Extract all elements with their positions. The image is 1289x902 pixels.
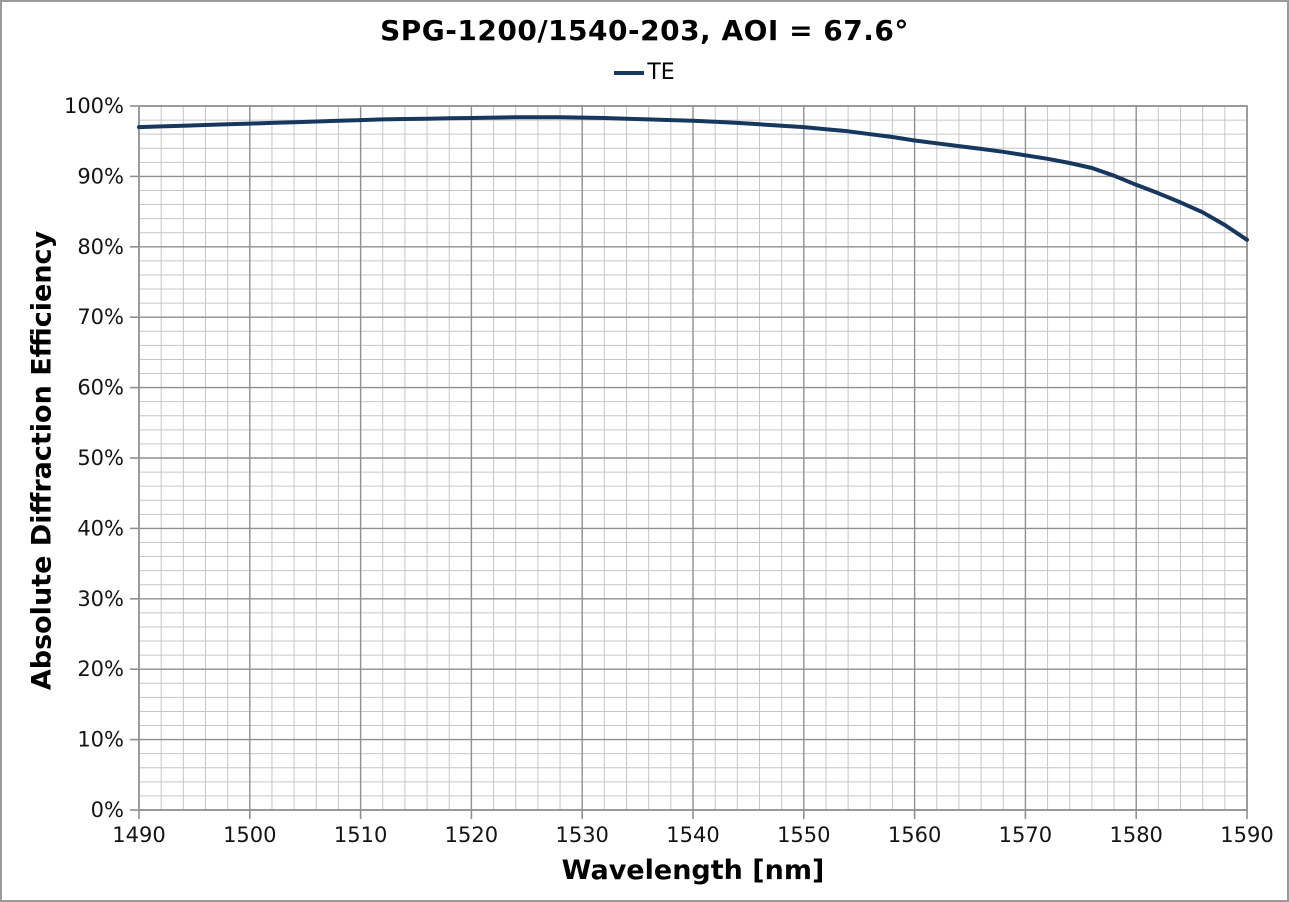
y-tick-label: 50% [77, 446, 124, 470]
y-tick-label: 90% [77, 164, 124, 188]
y-tick-label: 100% [64, 94, 124, 118]
x-tick-label: 1530 [555, 823, 608, 847]
y-tick-label: 60% [77, 376, 124, 400]
x-tick-label: 1520 [445, 823, 498, 847]
chart-title: SPG-1200/1540-203, AOI = 67.6° [380, 14, 909, 47]
x-tick-label: 1550 [777, 823, 830, 847]
legend-line-swatch [614, 70, 645, 75]
x-tick-label: 1500 [223, 823, 276, 847]
x-tick-label: 1560 [888, 823, 941, 847]
legend: TE [2, 60, 1287, 85]
x-tick-label: 1490 [112, 823, 165, 847]
te-series-curve [137, 115, 1249, 242]
y-tick-label: 70% [77, 305, 124, 329]
series-line-te [137, 115, 1249, 242]
y-tick-label: 10% [77, 728, 124, 752]
x-tick-label: 1510 [334, 823, 387, 847]
axis-ticks [130, 105, 1248, 819]
y-tick-label: 30% [77, 587, 124, 611]
y-tick-label: 0% [91, 798, 124, 822]
x-tick-label: 1590 [1220, 823, 1273, 847]
y-tick-label: 20% [77, 657, 124, 681]
legend-label: TE [647, 60, 675, 85]
axis-tick-labels: 1490 1500 1510 1520 1530 1540 1550 1560 1570 1580… [64, 94, 1274, 847]
x-axis-title: Wavelength [nm] [561, 855, 825, 886]
y-tick-label: 40% [77, 516, 124, 540]
gridlines-major [138, 105, 1248, 811]
x-tick-label: 1580 [1109, 823, 1162, 847]
x-tick-label: 1540 [666, 823, 719, 847]
y-axis-title: Absolute Diffraction Efficiency [26, 230, 58, 691]
y-tick-label: 80% [77, 235, 124, 259]
x-tick-label: 1570 [999, 823, 1052, 847]
